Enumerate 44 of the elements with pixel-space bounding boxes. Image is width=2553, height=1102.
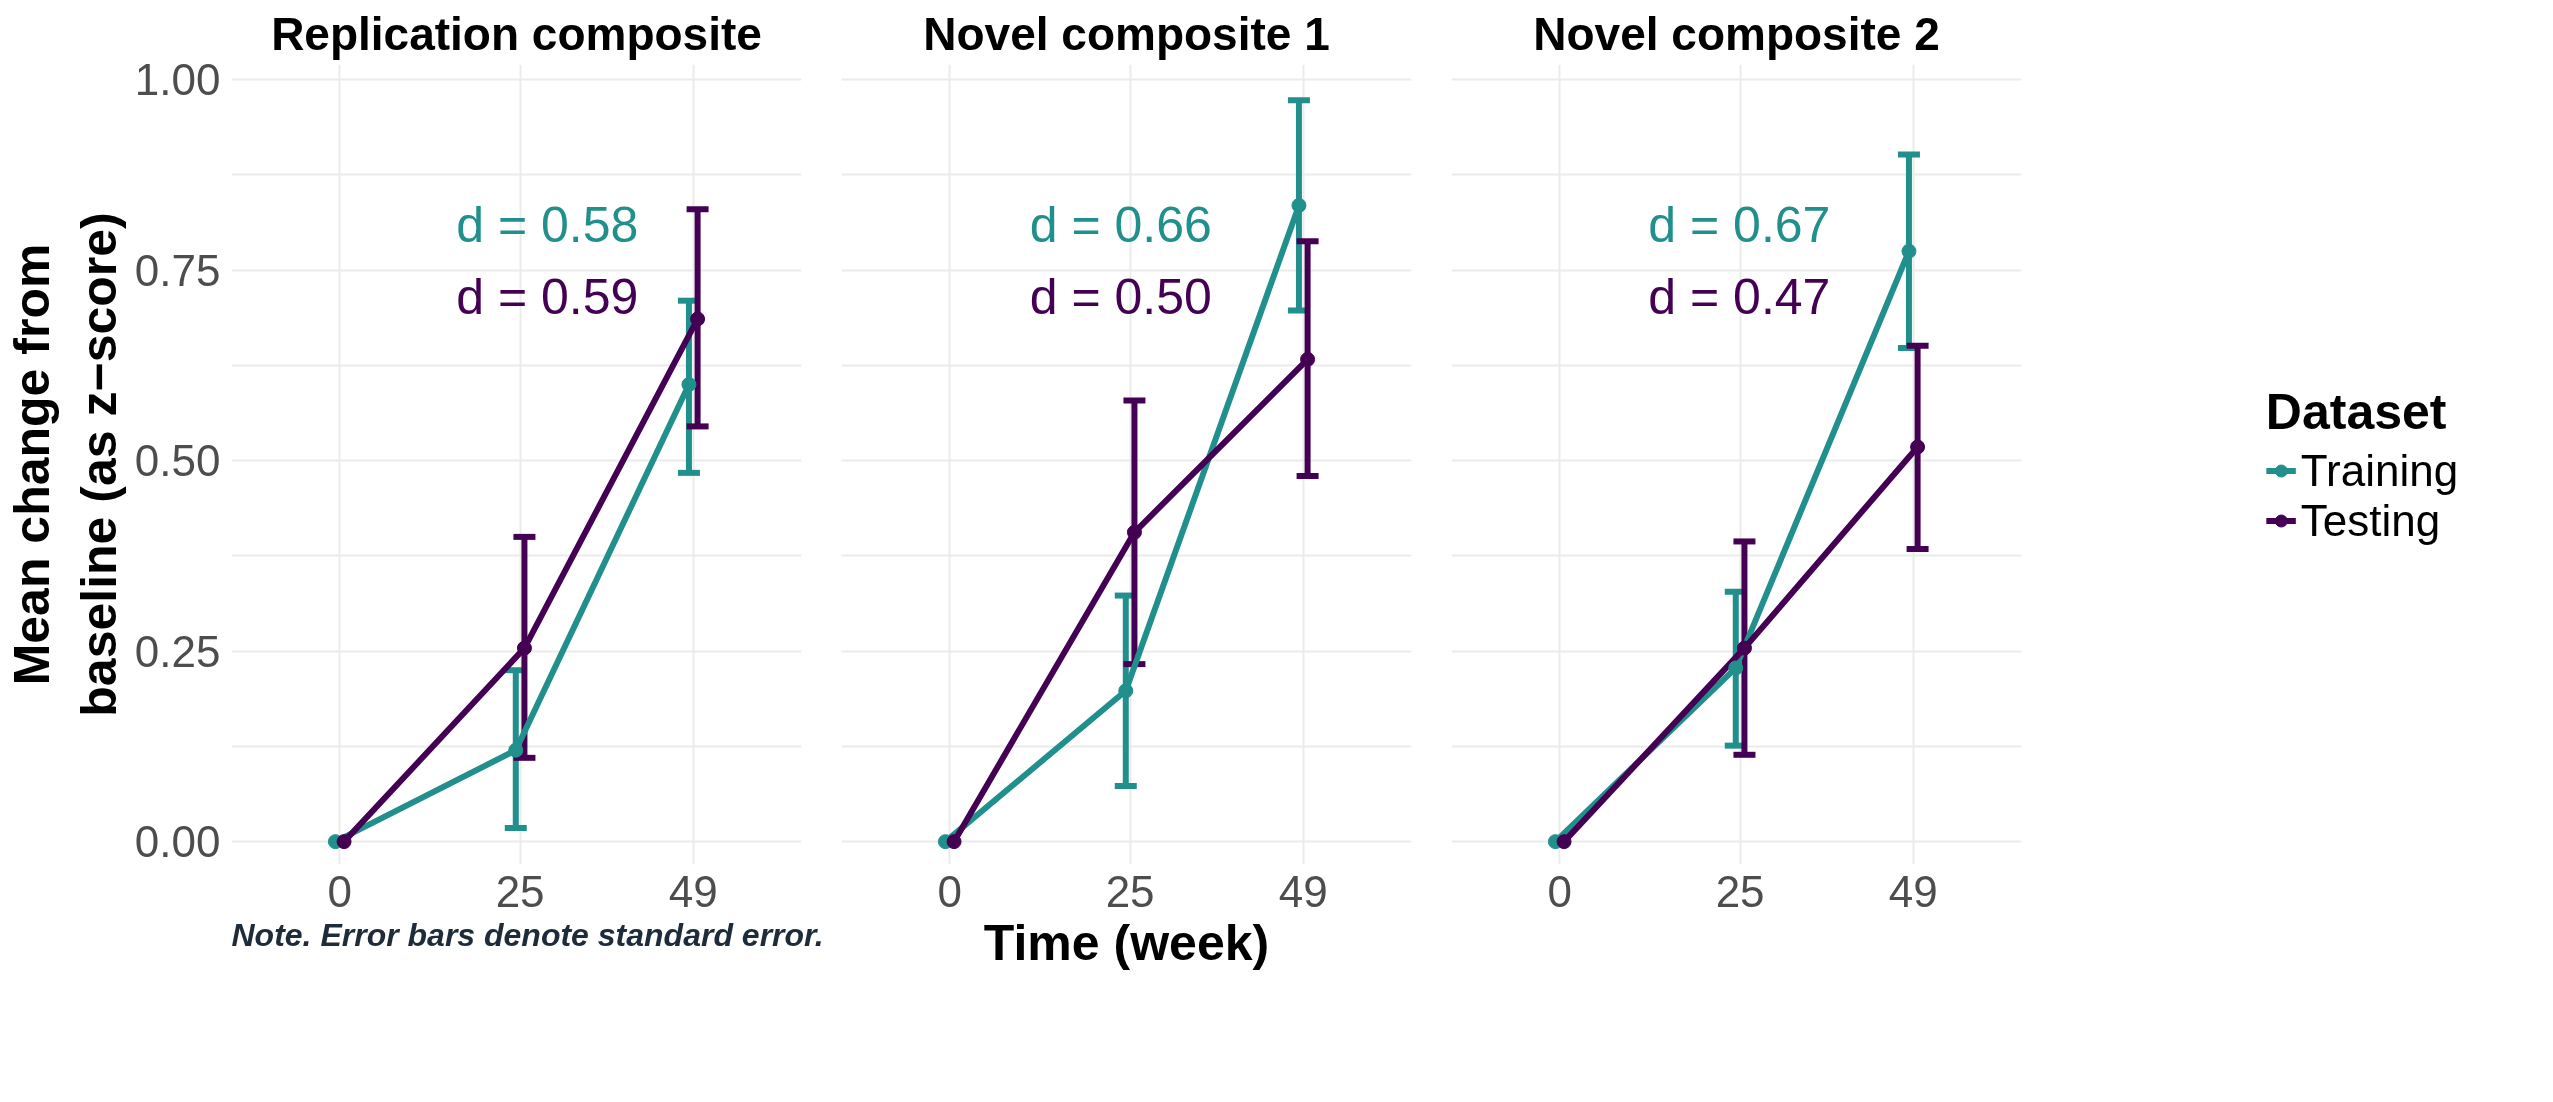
- annotation: d = 0.59: [456, 268, 639, 325]
- chart-title: Novel composite 2: [1533, 7, 1940, 60]
- point: [516, 640, 532, 656]
- point: [1910, 439, 1926, 455]
- point: [508, 742, 524, 758]
- annotation: d = 0.47: [1648, 268, 1831, 325]
- x-tick-label: 0: [1547, 866, 1572, 916]
- x-tick-label: 25: [1715, 866, 1765, 916]
- legend-label: Training: [2300, 445, 2459, 496]
- point: [1556, 834, 1572, 850]
- annotation: d = 0.50: [1029, 268, 1212, 325]
- y-tick-label: 0.50: [134, 436, 221, 486]
- point: [336, 834, 352, 850]
- x-tick-label: 0: [327, 866, 352, 916]
- x-axis-title: Time (week): [983, 914, 1270, 971]
- y-tick-label: 0.75: [134, 245, 221, 295]
- x-tick-label: 0: [937, 866, 962, 916]
- chart-title: Novel composite 1: [923, 7, 1330, 60]
- annotation: d = 0.66: [1029, 196, 1212, 253]
- point: [1126, 524, 1142, 540]
- point: [1300, 351, 1316, 367]
- legend-title: Dataset: [2265, 382, 2448, 441]
- y-axis-title: Mean change from baseline (as z−score): [3, 212, 127, 717]
- point: [1118, 683, 1134, 699]
- point: [1901, 243, 1917, 259]
- x-tick-label: 49: [1278, 866, 1328, 916]
- x-tick-label: 49: [668, 866, 718, 916]
- x-tick-label: 25: [495, 866, 545, 916]
- y-tick-label: 0.25: [134, 626, 221, 676]
- x-tick-label: 25: [1105, 866, 1155, 916]
- y-tick-label: 1.00: [134, 55, 221, 105]
- chart-title: Replication composite: [271, 7, 762, 60]
- point: [1728, 660, 1744, 676]
- point: [1736, 640, 1752, 656]
- x-tick-label: 49: [1888, 866, 1938, 916]
- point: [946, 834, 962, 850]
- text: Note. Error bars denote standard error.: [231, 916, 824, 953]
- point: [690, 311, 706, 327]
- annotation: d = 0.58: [456, 196, 639, 253]
- legend-label: Testing: [2300, 495, 2441, 546]
- point: [1291, 197, 1307, 213]
- y-tick-label: 0.00: [134, 817, 221, 867]
- point: [681, 377, 697, 392]
- annotation: d = 0.67: [1648, 196, 1831, 253]
